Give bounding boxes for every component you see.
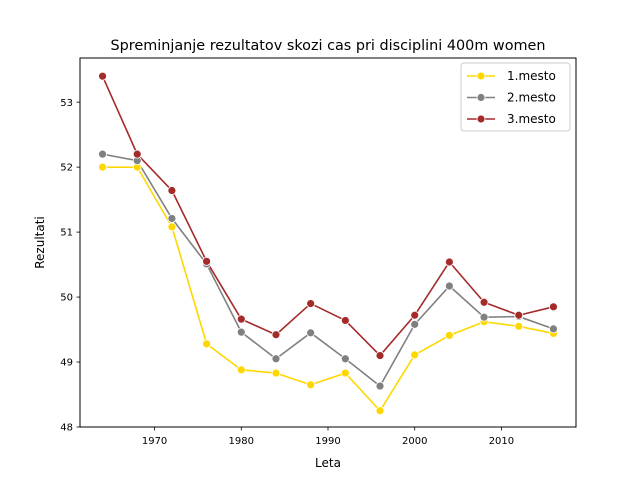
data-point	[271, 368, 281, 378]
data-point	[340, 354, 350, 364]
series-line-2	[102, 153, 554, 387]
data-point	[306, 328, 316, 338]
legend-box	[460, 62, 571, 132]
data-point	[375, 351, 385, 360]
data-point	[98, 162, 107, 172]
y-tick-label: 53	[60, 98, 73, 109]
data-point	[167, 214, 177, 223]
data-point	[202, 256, 212, 266]
legend-label: 2.mesto	[507, 91, 556, 105]
y-axis: 48 49 50 51 52 53	[60, 98, 80, 434]
legend-label: 1.mesto	[507, 69, 556, 83]
data-point	[375, 406, 385, 416]
data-point	[132, 149, 142, 159]
data-point	[479, 297, 489, 307]
data-point	[549, 302, 558, 312]
data-point	[444, 330, 454, 340]
legend-marker	[476, 93, 486, 102]
data-point	[514, 310, 524, 320]
data-point	[306, 299, 316, 308]
legend: 1.mesto 2.mesto 3.mesto	[460, 62, 571, 132]
data-point	[340, 368, 350, 378]
data-point	[236, 327, 246, 337]
data-point	[479, 312, 489, 322]
y-axis-label: Rezultati	[33, 216, 47, 269]
data-point	[410, 310, 420, 320]
data-point	[410, 350, 420, 360]
x-tick-label: 1980	[229, 436, 254, 447]
x-tick-label: 1990	[315, 436, 340, 447]
legend-marker	[476, 114, 486, 124]
data-point	[98, 149, 107, 159]
plot-markers	[98, 71, 558, 416]
series-line-1	[102, 166, 554, 412]
data-point	[236, 314, 246, 324]
data-point	[167, 222, 177, 232]
data-point	[271, 330, 281, 340]
data-point	[340, 316, 350, 325]
data-point	[98, 71, 107, 81]
y-tick-label: 52	[60, 163, 73, 174]
data-point	[167, 186, 177, 195]
data-point	[236, 365, 246, 375]
data-point	[444, 257, 454, 267]
data-point	[514, 321, 524, 331]
data-point	[444, 281, 454, 291]
legend-label: 3.mesto	[507, 112, 556, 126]
y-tick-label: 50	[60, 293, 73, 304]
x-tick-label: 2000	[402, 436, 427, 447]
legend-marker	[476, 71, 486, 81]
y-tick-label: 48	[60, 423, 73, 434]
x-tick-label: 1970	[142, 436, 167, 447]
y-tick-label: 49	[60, 358, 73, 369]
x-tick-label: 2010	[489, 436, 514, 447]
y-tick-label: 51	[60, 228, 73, 239]
data-point	[271, 354, 281, 364]
x-axis-label: Leta	[315, 456, 341, 470]
x-axis: 1970 1980 1990 2000 2010	[142, 427, 514, 447]
chart-title: Spreminjanje rezultatov skozi cas pri di…	[110, 38, 545, 54]
data-point	[549, 324, 558, 334]
data-point	[375, 381, 385, 391]
series-line-3	[101, 75, 554, 357]
data-point	[306, 380, 316, 390]
data-point	[410, 319, 420, 329]
plot-lines	[101, 75, 554, 412]
data-point	[202, 339, 212, 349]
